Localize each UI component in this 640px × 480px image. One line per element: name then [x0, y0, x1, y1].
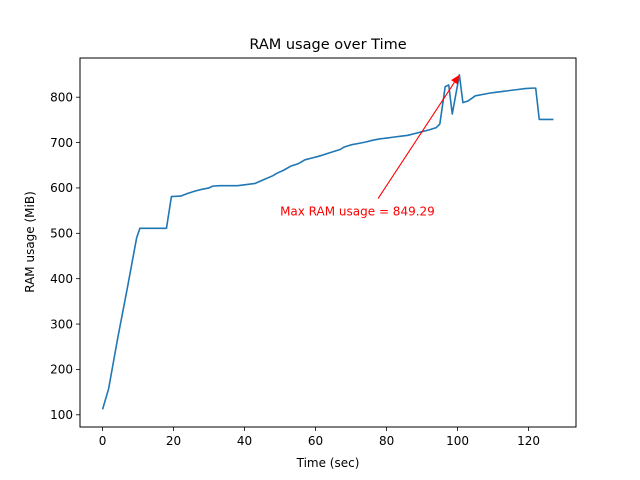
y-tick-label: 300 [50, 317, 73, 331]
annotation-arrow [377, 82, 455, 199]
x-axis-label: Time (sec) [296, 456, 360, 470]
y-tick-label: 100 [50, 408, 73, 422]
ram-usage-line [101, 74, 554, 410]
y-tick-label: 200 [50, 363, 73, 377]
chart-title: RAM usage over Time [249, 37, 406, 53]
y-tick-label: 400 [50, 272, 73, 286]
y-axis: 100 200 300 400 500 600 700 800 [50, 91, 80, 422]
x-tick-label: 60 [308, 434, 323, 448]
annotation-arrowhead [451, 74, 460, 85]
x-tick-label: 0 [99, 434, 107, 448]
y-tick-label: 600 [50, 181, 73, 195]
max-ram-annotation: Max RAM usage = 849.29 [280, 74, 460, 219]
x-tick-label: 100 [446, 434, 469, 448]
plot-area: 0 20 40 60 80 100 120 100 200 300 400 500 600 700 800… [50, 57, 577, 448]
x-tick-label: 80 [379, 434, 394, 448]
x-tick-label: 40 [237, 434, 252, 448]
x-axis: 0 20 40 60 80 100 120 [99, 427, 540, 448]
y-tick-label: 500 [50, 227, 73, 241]
x-tick-label: 20 [166, 434, 181, 448]
annotation-text: Max RAM usage = 849.29 [280, 205, 435, 219]
y-axis-label: RAM usage (MiB) [23, 191, 37, 293]
x-tick-label: 120 [517, 434, 540, 448]
y-tick-label: 800 [50, 91, 73, 105]
y-tick-label: 700 [50, 136, 73, 150]
plot-frame [79, 57, 577, 428]
